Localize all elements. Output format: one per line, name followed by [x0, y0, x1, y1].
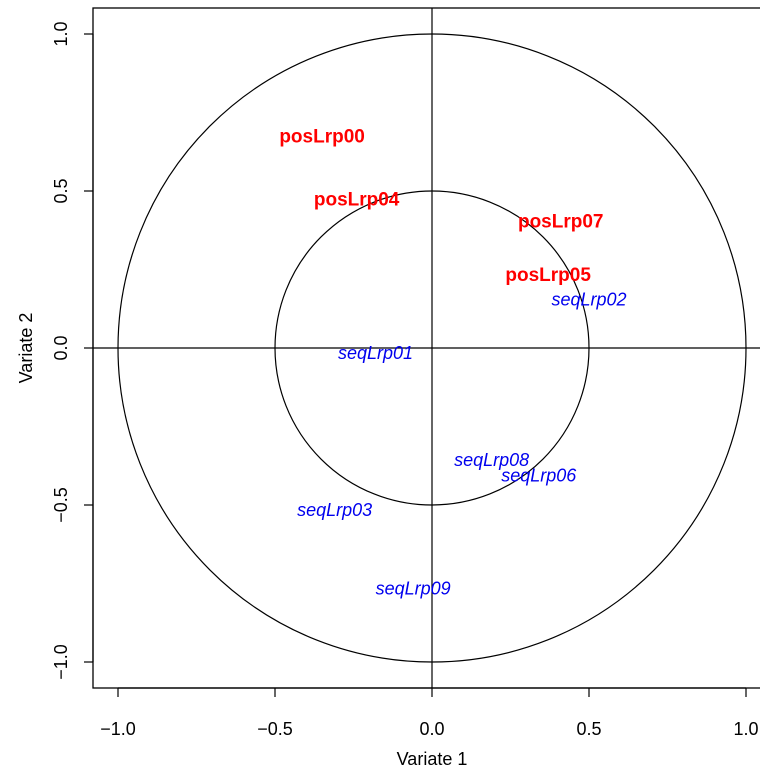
point-label-posLrp05: posLrp05 [505, 265, 591, 286]
point-label-seqLrp06: seqLrp06 [501, 465, 577, 485]
point-label-posLrp07: posLrp07 [518, 211, 604, 232]
x-axis-title: Variate 1 [397, 749, 468, 769]
y-tick-label: 0.5 [51, 178, 71, 203]
y-axis-title: Variate 2 [16, 313, 36, 384]
x-tick-label: 1.0 [733, 719, 758, 739]
x-tick-label: −0.5 [257, 719, 293, 739]
point-labels: posLrp00 posLrp04 posLrp07 posLrp05 seqLrp02… [279, 127, 626, 599]
x-tick-label: 0.5 [576, 719, 601, 739]
x-axis: −1.0 −0.5 0.0 0.5 1.0 [100, 687, 759, 739]
point-label-seqLrp01: seqLrp01 [338, 343, 413, 363]
point-label-seqLrp09: seqLrp09 [376, 579, 451, 599]
y-tick-label: −1.0 [51, 644, 71, 680]
y-tick-label: −0.5 [51, 487, 71, 523]
reference-lines [93, 8, 760, 688]
y-tick-label: 0.0 [51, 335, 71, 360]
y-axis: −1.0 −0.5 0.0 0.5 1.0 [51, 21, 94, 680]
point-label-seqLrp03: seqLrp03 [297, 500, 372, 520]
point-label-seqLrp02: seqLrp02 [551, 290, 626, 310]
point-label-posLrp04: posLrp04 [314, 189, 400, 210]
x-tick-label: 0.0 [419, 719, 444, 739]
y-tick-label: 1.0 [51, 21, 71, 46]
x-tick-label: −1.0 [100, 719, 136, 739]
point-label-posLrp00: posLrp00 [279, 127, 365, 148]
point-label-seqLrp08: seqLrp08 [454, 450, 529, 470]
